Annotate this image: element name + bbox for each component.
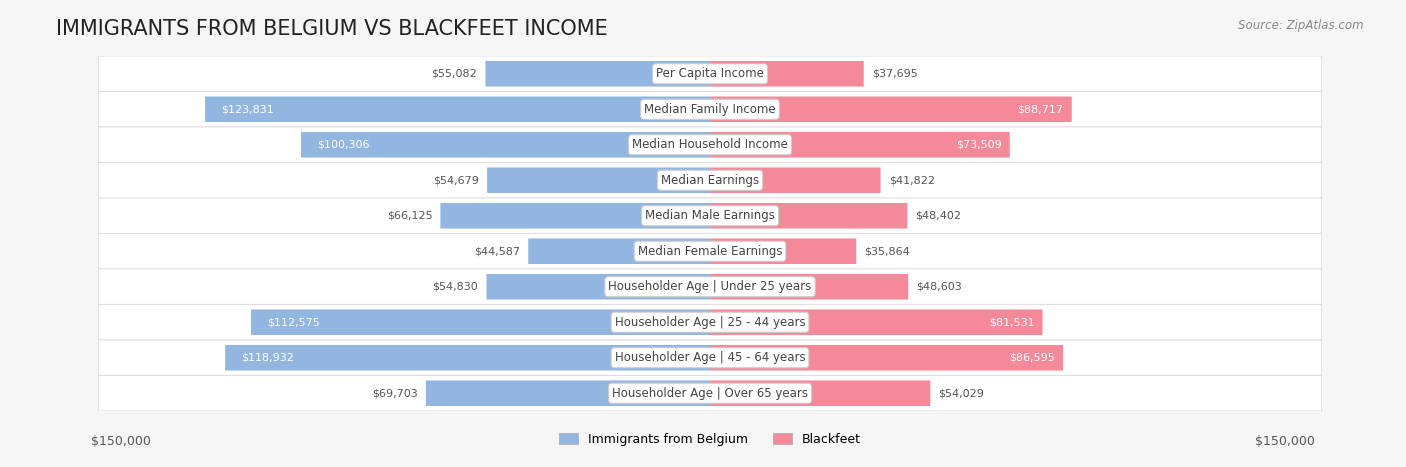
Text: $81,531: $81,531 <box>988 317 1035 327</box>
Text: $48,402: $48,402 <box>915 211 962 221</box>
FancyBboxPatch shape <box>252 310 710 335</box>
FancyBboxPatch shape <box>98 198 1322 234</box>
Text: $69,703: $69,703 <box>373 388 418 398</box>
FancyBboxPatch shape <box>710 61 863 86</box>
Text: Median Male Earnings: Median Male Earnings <box>645 209 775 222</box>
FancyBboxPatch shape <box>98 92 1322 127</box>
Text: Householder Age | Over 65 years: Householder Age | Over 65 years <box>612 387 808 400</box>
Text: $73,509: $73,509 <box>956 140 1001 150</box>
FancyBboxPatch shape <box>710 381 931 406</box>
FancyBboxPatch shape <box>710 345 1063 370</box>
FancyBboxPatch shape <box>710 239 856 264</box>
Text: $44,587: $44,587 <box>474 246 520 256</box>
FancyBboxPatch shape <box>98 56 1322 92</box>
Text: $100,306: $100,306 <box>318 140 370 150</box>
Text: Median Household Income: Median Household Income <box>633 138 787 151</box>
FancyBboxPatch shape <box>205 97 710 122</box>
Text: Median Family Income: Median Family Income <box>644 103 776 116</box>
FancyBboxPatch shape <box>98 127 1322 163</box>
Text: $118,932: $118,932 <box>242 353 294 363</box>
FancyBboxPatch shape <box>98 269 1322 304</box>
FancyBboxPatch shape <box>485 61 710 86</box>
FancyBboxPatch shape <box>710 97 1071 122</box>
Text: Householder Age | 45 - 64 years: Householder Age | 45 - 64 years <box>614 351 806 364</box>
FancyBboxPatch shape <box>98 304 1322 340</box>
Text: $55,082: $55,082 <box>432 69 477 79</box>
Text: Median Female Earnings: Median Female Earnings <box>638 245 782 258</box>
FancyBboxPatch shape <box>486 274 710 299</box>
FancyBboxPatch shape <box>426 381 710 406</box>
Text: $54,679: $54,679 <box>433 175 479 185</box>
FancyBboxPatch shape <box>301 132 710 157</box>
Text: $123,831: $123,831 <box>221 104 274 114</box>
FancyBboxPatch shape <box>98 234 1322 269</box>
Text: $150,000: $150,000 <box>91 435 152 448</box>
Text: Householder Age | Under 25 years: Householder Age | Under 25 years <box>609 280 811 293</box>
FancyBboxPatch shape <box>710 310 1042 335</box>
Text: $48,603: $48,603 <box>917 282 962 292</box>
Legend: Immigrants from Belgium, Blackfeet: Immigrants from Belgium, Blackfeet <box>554 428 866 451</box>
Text: Householder Age | 25 - 44 years: Householder Age | 25 - 44 years <box>614 316 806 329</box>
Text: $41,822: $41,822 <box>889 175 935 185</box>
Text: $86,595: $86,595 <box>1010 353 1054 363</box>
FancyBboxPatch shape <box>710 274 908 299</box>
Text: $54,029: $54,029 <box>938 388 984 398</box>
FancyBboxPatch shape <box>710 168 880 193</box>
FancyBboxPatch shape <box>225 345 710 370</box>
FancyBboxPatch shape <box>440 203 710 228</box>
Text: $88,717: $88,717 <box>1018 104 1063 114</box>
Text: Source: ZipAtlas.com: Source: ZipAtlas.com <box>1239 19 1364 32</box>
FancyBboxPatch shape <box>98 163 1322 198</box>
FancyBboxPatch shape <box>710 203 907 228</box>
Text: $37,695: $37,695 <box>872 69 918 79</box>
Text: $150,000: $150,000 <box>1254 435 1315 448</box>
Text: $112,575: $112,575 <box>267 317 321 327</box>
Text: $54,830: $54,830 <box>433 282 478 292</box>
FancyBboxPatch shape <box>486 168 710 193</box>
FancyBboxPatch shape <box>98 340 1322 375</box>
Text: $35,864: $35,864 <box>865 246 910 256</box>
Text: $66,125: $66,125 <box>387 211 432 221</box>
FancyBboxPatch shape <box>710 132 1010 157</box>
FancyBboxPatch shape <box>98 375 1322 411</box>
Text: Median Earnings: Median Earnings <box>661 174 759 187</box>
Text: IMMIGRANTS FROM BELGIUM VS BLACKFEET INCOME: IMMIGRANTS FROM BELGIUM VS BLACKFEET INC… <box>56 19 607 39</box>
FancyBboxPatch shape <box>529 239 710 264</box>
Text: Per Capita Income: Per Capita Income <box>657 67 763 80</box>
